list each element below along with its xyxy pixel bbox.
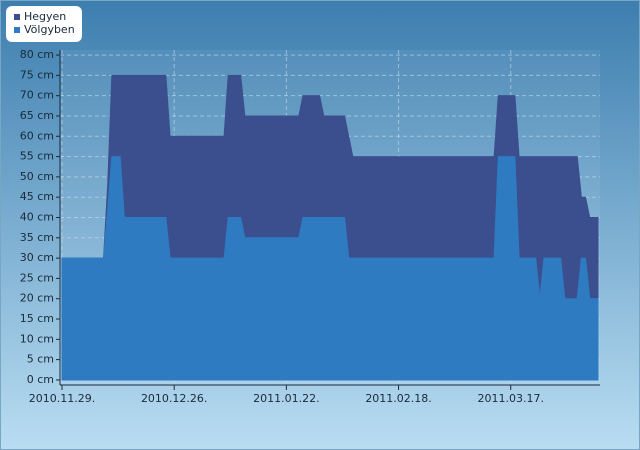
legend-swatch <box>14 27 20 33</box>
y-tick-label: 20 cm <box>20 292 54 305</box>
legend-box <box>6 6 82 42</box>
y-tick-label: 70 cm <box>20 89 54 102</box>
y-tick-label: 45 cm <box>20 190 54 203</box>
y-tick-label: 15 cm <box>20 312 54 325</box>
y-tick-label: 60 cm <box>20 129 54 142</box>
area <box>61 156 599 381</box>
y-tick-label: 65 cm <box>20 109 54 122</box>
y-tick-label: 80 cm <box>20 48 54 61</box>
x-tick-label: 2011.01.22. <box>253 392 319 405</box>
y-tick-label: 40 cm <box>20 211 54 224</box>
y-tick-label: 30 cm <box>20 251 54 264</box>
x-tick-label: 2011.03.17. <box>478 392 544 405</box>
y-tick-label: 25 cm <box>20 271 54 284</box>
legend-swatch <box>14 14 20 20</box>
legend-label: Hegyen <box>24 10 66 23</box>
y-tick-label: 55 cm <box>20 150 54 163</box>
y-tick-label: 75 cm <box>20 68 54 81</box>
y-tick-label: 35 cm <box>20 231 54 244</box>
y-tick-label: 0 cm <box>27 373 54 386</box>
y-tick-label: 10 cm <box>20 332 54 345</box>
x-tick-label: 2010.11.29. <box>29 392 95 405</box>
x-tick-label: 2010.12.26. <box>141 392 207 405</box>
legend-label: Völgyben <box>24 23 75 36</box>
y-tick-label: 50 cm <box>20 170 54 183</box>
x-tick-label: 2011.02.18. <box>365 392 431 405</box>
y-tick-label: 5 cm <box>27 353 54 366</box>
